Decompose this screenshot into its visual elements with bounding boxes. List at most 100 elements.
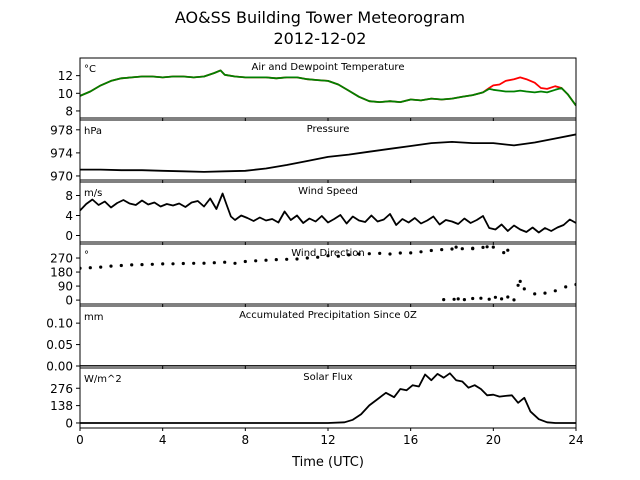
wind-direction-point: [471, 247, 475, 251]
x-tick-label: 20: [486, 433, 501, 447]
wind-direction-point: [357, 252, 361, 256]
wind-direction-point: [450, 247, 454, 251]
pressure-unit-label: hPa: [84, 126, 102, 137]
wind-direction-point: [378, 251, 382, 255]
wind-direction-point: [264, 258, 268, 262]
wind-direction-point: [88, 266, 92, 270]
wind-direction-point: [419, 250, 423, 254]
precip-y-tick-label: 0.10: [46, 317, 73, 331]
wind-direction-point: [274, 258, 278, 262]
wind-direction-point: [564, 285, 568, 289]
wind-direction-point: [506, 295, 510, 299]
wind-direction-point: [518, 279, 522, 283]
wind-direction-point: [367, 252, 371, 256]
wind-direction-point: [460, 247, 464, 251]
wind-direction-point: [347, 253, 351, 257]
wind-direction-point: [181, 261, 185, 266]
wind-direction-point: [336, 254, 340, 258]
temp-panel-title: Air and Dewpoint Temperature: [252, 62, 405, 73]
wind-direction-point: [398, 251, 402, 255]
wind-direction-point: [409, 251, 413, 255]
precip-panel-title: Accumulated Precipitation Since 0Z: [239, 310, 417, 321]
wind-speed-series-line-0: [80, 192, 576, 234]
wind-direction-point: [171, 262, 175, 266]
pressure-panel-title: Pressure: [307, 124, 350, 135]
wind-speed-y-tick-label: 0: [65, 229, 73, 243]
temp-y-tick-label: 10: [58, 87, 73, 101]
wind-direction-panel-title: Wind Direction: [291, 248, 365, 259]
wind-direction-y-tick-label: 90: [58, 280, 73, 294]
wind-direction-point: [462, 298, 466, 302]
wind-direction-point: [202, 261, 206, 265]
wind-direction-point: [316, 255, 320, 259]
x-tick-label: 0: [76, 433, 84, 447]
x-tick-label: 8: [242, 433, 250, 447]
temp-unit-label: °C: [84, 64, 96, 75]
wind-speed-panel-title: Wind Speed: [298, 186, 358, 197]
wind-direction-point: [150, 262, 154, 266]
precip-y-tick-label: 0.00: [46, 360, 73, 374]
solar-y-tick-label: 138: [50, 399, 73, 413]
wind-direction-point: [485, 245, 489, 249]
wind-direction-point: [533, 292, 537, 296]
wind-direction-point: [305, 256, 309, 260]
x-tick-label: 16: [403, 433, 418, 447]
wind-direction-point: [456, 297, 460, 301]
temp-y-tick-label: 12: [58, 69, 73, 83]
wind-direction-unit-label: °: [84, 250, 89, 261]
wind-direction-point: [295, 257, 299, 261]
wind-speed-unit-label: m/s: [84, 188, 102, 199]
wind-direction-y-tick-label: 270: [50, 252, 73, 266]
wind-direction-point: [243, 259, 247, 264]
temp-series-line-1: [80, 69, 576, 107]
wind-direction-point: [452, 297, 456, 301]
precip-y-tick-label: 0.05: [46, 338, 73, 352]
solar-y-tick-label: 276: [50, 382, 73, 396]
wind-direction-point: [254, 259, 258, 263]
x-axis-label: Time (UTC): [291, 455, 364, 470]
x-tick-label: 24: [568, 433, 583, 447]
wind-direction-point: [285, 257, 289, 261]
wind-direction-point: [223, 260, 227, 264]
wind-direction-point: [481, 245, 485, 249]
wind-direction-point: [109, 264, 113, 268]
wind-direction-point: [553, 289, 557, 293]
pressure-y-tick-label: 974: [50, 146, 73, 160]
wind-direction-point: [130, 263, 134, 267]
pressure-y-tick-label: 978: [50, 123, 73, 137]
wind-direction-point: [512, 298, 516, 302]
solar-unit-label: W/m^2: [84, 374, 122, 385]
wind-direction-point: [493, 295, 497, 299]
wind-direction-point: [140, 263, 144, 267]
wind-direction-point: [212, 261, 216, 265]
wind-direction-point: [233, 261, 237, 265]
wind-direction-point: [161, 262, 165, 266]
precip-unit-label: mm: [84, 312, 103, 323]
chart-title: AO&SS Building Tower Meteorogram: [174, 8, 466, 27]
pressure-y-tick-label: 970: [50, 169, 73, 183]
wind-direction-point: [119, 263, 123, 268]
solar-series-line-0: [80, 372, 576, 424]
wind-direction-point: [440, 248, 444, 252]
wind-direction-point: [192, 261, 196, 265]
wind-direction-point: [522, 287, 526, 291]
wind-direction-point: [442, 298, 446, 302]
wind-direction-point: [516, 283, 520, 287]
wind-direction-point: [500, 297, 504, 301]
solar-panel-title: Solar Flux: [303, 372, 353, 383]
temp-series-line-0: [80, 69, 576, 107]
x-tick-label: 12: [320, 433, 335, 447]
wind-direction-point: [429, 248, 433, 253]
solar-y-tick-label: 0: [65, 416, 73, 430]
wind-speed-y-tick-label: 8: [65, 189, 73, 203]
wind-direction-point: [99, 265, 103, 269]
wind-direction-point: [326, 254, 330, 258]
wind-speed-y-tick-label: 4: [65, 209, 73, 223]
wind-direction-point: [506, 248, 510, 252]
wind-direction-point: [543, 291, 547, 295]
chart-subtitle: 2012-12-02: [273, 29, 367, 48]
wind-direction-point: [471, 296, 475, 301]
wind-direction-y-tick-label: 180: [50, 266, 73, 280]
temp-y-tick-label: 8: [65, 104, 73, 118]
